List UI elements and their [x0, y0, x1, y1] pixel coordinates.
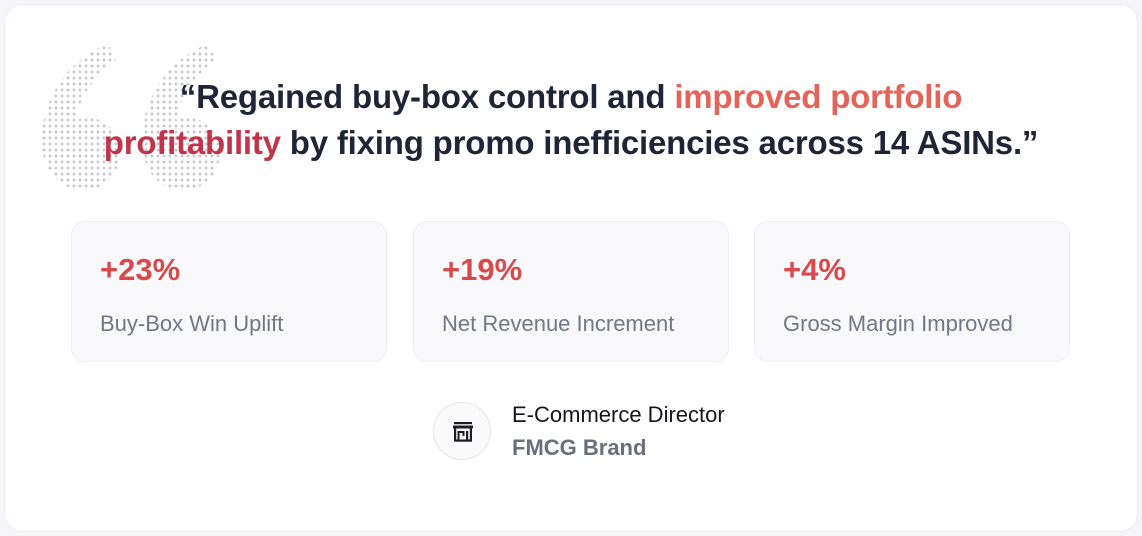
testimonial-quote: “Regained buy-box control and improved p… [0, 74, 1142, 166]
quote-highlight-secondary: profitability [103, 124, 281, 161]
stat-label: Buy-Box Win Uplift [100, 311, 284, 336]
stat-value: +23% [100, 252, 181, 287]
stat-value: +4% [783, 252, 846, 287]
quote-text-end: by fixing promo inefficiencies across 14… [280, 124, 1039, 161]
quote-highlight-primary: improved portfolio [674, 78, 963, 115]
stat-card-gross-margin: +4% Gross Margin Improved [754, 221, 1070, 362]
author-role: E-Commerce Director [512, 402, 725, 427]
quote-text-start: “Regained buy-box control and [179, 78, 675, 115]
store-icon [453, 422, 473, 442]
stat-label: Gross Margin Improved [783, 311, 1013, 336]
stat-card-net-revenue: +19% Net Revenue Increment [413, 221, 729, 362]
stat-value: +19% [442, 252, 523, 287]
author-organization: FMCG Brand [512, 435, 647, 460]
author-avatar [433, 402, 491, 460]
stat-card-buy-box: +23% Buy-Box Win Uplift [71, 221, 387, 362]
quote-mark-icon [41, 44, 220, 190]
stat-label: Net Revenue Increment [442, 311, 675, 336]
